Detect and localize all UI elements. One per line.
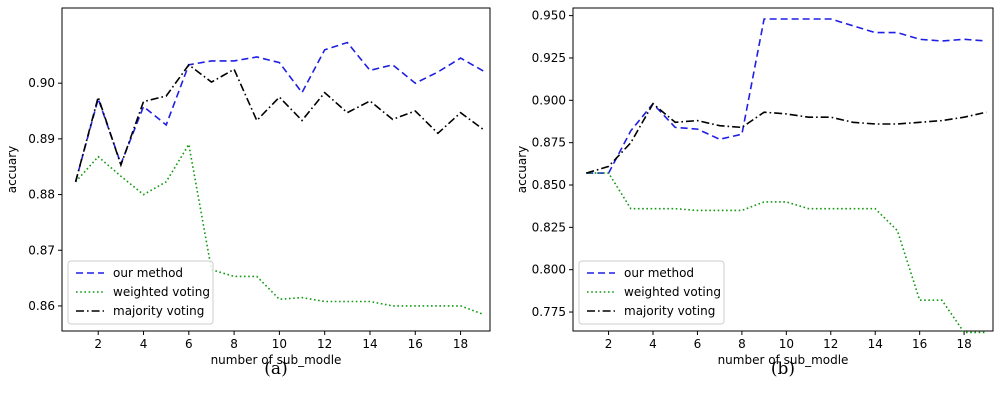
legend-label: our method <box>624 266 694 280</box>
x-tick-label: 4 <box>140 337 148 351</box>
y-tick-label: 0.800 <box>532 263 566 277</box>
legend-label: our method <box>113 266 183 280</box>
legend: our method weighted voting majority voting <box>578 260 725 325</box>
x-tick-label: 6 <box>185 337 193 351</box>
x-tick-label: 16 <box>912 337 927 351</box>
legend-label: majority voting <box>624 304 715 318</box>
legend-box <box>578 260 725 325</box>
x-tick-label: 14 <box>868 337 883 351</box>
x-tick-label: 16 <box>408 337 423 351</box>
series-line-our-method <box>74 41 484 183</box>
x-tick-label: 4 <box>649 337 657 351</box>
y-tick-label: 0.90 <box>28 76 55 90</box>
y-tick-label: 0.925 <box>532 51 566 65</box>
x-tick-label: 10 <box>779 337 794 351</box>
x-tick-label: 2 <box>605 337 613 351</box>
x-tick-label: 8 <box>738 337 746 351</box>
x-axis-label: number of sub_modle <box>211 353 342 367</box>
y-tick-label: 0.950 <box>532 9 566 23</box>
chart-panel-2: 2 4 6 8 10 12 14 16 18 0.775 0.800 0.825 0.850 0.875 0… <box>515 7 994 379</box>
y-tick-label: 0.86 <box>28 299 55 313</box>
y-tick-label: 0.850 <box>532 178 566 192</box>
chart-panel-1: 2 4 6 8 10 12 14 16 18 0.86 0.87 0.88 0.89 0.90 number… <box>5 7 491 379</box>
y-tick-label: 0.87 <box>28 243 55 257</box>
panel-caption: (b) <box>771 359 795 379</box>
series-line-weighted-voting <box>75 142 484 316</box>
x-tick-label: 10 <box>272 337 287 351</box>
y-tick-label: 0.775 <box>532 305 566 319</box>
x-tick-label: 12 <box>823 337 838 351</box>
x-tick-label: 18 <box>453 337 468 351</box>
series-line-majority-voting <box>586 102 987 174</box>
y-tick-label: 0.875 <box>532 136 566 150</box>
legend-label: weighted voting <box>113 285 210 299</box>
legend-label: weighted voting <box>624 285 721 299</box>
x-tick-label: 8 <box>230 337 238 351</box>
x-tick-label: 14 <box>362 337 377 351</box>
y-tick-label: 0.89 <box>28 132 55 146</box>
legend-box <box>67 260 214 325</box>
legend-label: majority voting <box>113 304 204 318</box>
y-tick-label: 0.900 <box>532 93 566 107</box>
x-tick-label: 18 <box>956 337 971 351</box>
x-tick-label: 6 <box>694 337 702 351</box>
x-tick-label: 2 <box>94 337 102 351</box>
x-axis-label: number of sub_modle <box>718 353 849 367</box>
series-line-majority-voting <box>74 63 484 183</box>
panel-caption: (a) <box>264 359 287 379</box>
y-axis-label: accuary <box>515 146 529 194</box>
plot-area <box>572 7 994 332</box>
y-tick-label: 0.825 <box>532 220 566 234</box>
plot-area <box>61 7 491 332</box>
y-tick-label: 0.88 <box>28 188 55 202</box>
y-axis-label: accuary <box>5 146 19 194</box>
x-tick-label: 12 <box>317 337 332 351</box>
series-line-our-method <box>586 18 987 174</box>
legend: our method weighted voting majority voting <box>67 260 214 325</box>
